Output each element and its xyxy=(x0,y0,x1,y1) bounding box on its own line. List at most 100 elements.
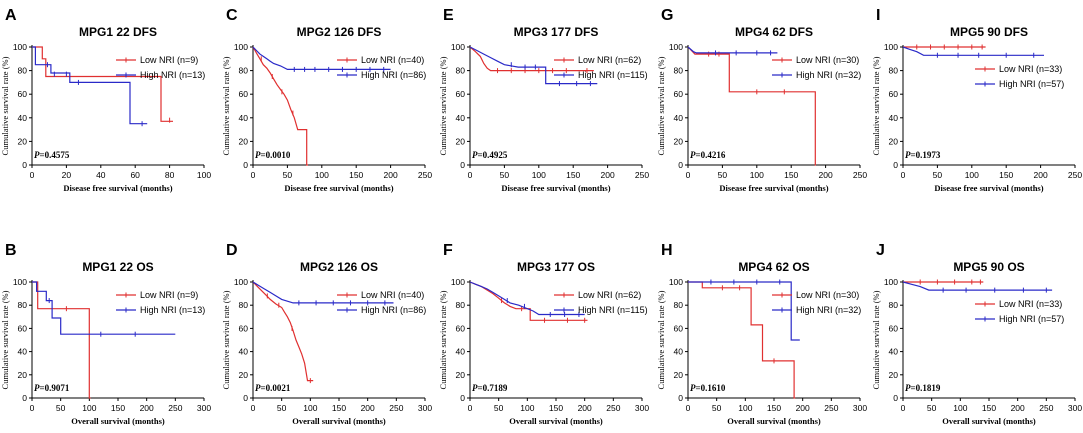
high-nri-survival-line xyxy=(902,281,1053,291)
p-value-label: P=0.4925 xyxy=(472,150,508,160)
high-nri-legend-label: High NRI (n=86) xyxy=(361,70,426,80)
x-axis-label: Overall survival (months) xyxy=(727,416,821,426)
high-nri-survival-line xyxy=(469,281,585,316)
p-symbol: P xyxy=(690,150,696,160)
y-tick-label: 80 xyxy=(18,66,28,76)
low-nri-survival-line xyxy=(32,281,91,399)
p-value-label: P=0.9071 xyxy=(34,383,70,393)
high-nri-legend-label: High NRI (n=115) xyxy=(578,70,648,80)
panel-letter: H xyxy=(661,242,673,259)
high-nri-legend-label: High NRI (n=32) xyxy=(796,70,861,80)
y-tick-label: 80 xyxy=(674,66,684,76)
p-value: =0.1610 xyxy=(696,383,726,393)
low-nri-survival-line xyxy=(688,281,796,399)
p-value-label: P=0.7189 xyxy=(472,383,508,393)
high-nri-legend-label: High NRI (n=13) xyxy=(140,305,205,315)
x-tick-label: 200 xyxy=(140,403,154,413)
y-tick-label: 80 xyxy=(456,66,466,76)
y-tick-label: 20 xyxy=(239,136,249,146)
y-tick-label: 80 xyxy=(674,300,684,310)
p-value-label: P=0.4575 xyxy=(34,150,70,160)
x-tick-label: 50 xyxy=(933,170,943,180)
y-tick-label: 80 xyxy=(239,66,249,76)
high-nri-legend-label: High NRI (n=13) xyxy=(140,70,205,80)
y-tick-label: 20 xyxy=(674,370,684,380)
panel-letter: C xyxy=(226,7,238,24)
p-symbol: P xyxy=(472,150,478,160)
high-nri-legend-label: High NRI (n=32) xyxy=(796,305,861,315)
high-nri-legend-label: High NRI (n=115) xyxy=(578,305,648,315)
p-value: =0.0021 xyxy=(261,383,291,393)
y-tick-label: 100 xyxy=(669,42,683,52)
low-nri-legend-label: Low NRI (n=62) xyxy=(578,55,641,65)
low-nri-legend-label: Low NRI (n=9) xyxy=(140,290,198,300)
km-panel-d: D MPG2 126 OS 0 20 40 60 80 100 0 50 100 150 200 250 3… xyxy=(221,242,432,426)
panel-letter: E xyxy=(443,7,454,24)
low-nri-legend-label: Low NRI (n=40) xyxy=(361,55,424,65)
y-tick-label: 40 xyxy=(18,347,28,357)
y-tick-label: 20 xyxy=(889,136,899,146)
x-axis-label: Disease free survival (months) xyxy=(63,183,172,193)
p-symbol: P xyxy=(34,383,40,393)
km-panel-j: J MPG5 90 OS 0 20 40 60 80 100 0 50 100 150 200 250 30… xyxy=(871,242,1082,426)
x-tick-label: 100 xyxy=(315,170,329,180)
p-value: =0.4216 xyxy=(696,150,726,160)
x-tick-label: 100 xyxy=(750,170,764,180)
x-tick-label: 100 xyxy=(303,403,317,413)
y-tick-label: 40 xyxy=(674,113,684,123)
y-tick-label: 0 xyxy=(678,393,683,403)
p-symbol: P xyxy=(34,150,40,160)
x-tick-label: 300 xyxy=(1068,403,1082,413)
x-tick-label: 200 xyxy=(578,403,592,413)
low-nri-legend-label: Low NRI (n=33) xyxy=(999,299,1062,309)
km-panel-e: E MPG3 177 DFS 0 20 40 60 80 100 0 50 100 150 200 250… xyxy=(438,7,649,193)
y-tick-label: 60 xyxy=(674,323,684,333)
p-symbol: P xyxy=(905,150,911,160)
panel-letter: J xyxy=(876,242,885,259)
y-tick-label: 20 xyxy=(456,370,466,380)
y-tick-label: 100 xyxy=(451,42,465,52)
panel-title: MPG2 126 OS xyxy=(300,260,378,274)
x-tick-label: 50 xyxy=(712,403,722,413)
p-value-label: P=0.0021 xyxy=(255,383,291,393)
x-tick-label: 50 xyxy=(277,403,287,413)
x-tick-label: 50 xyxy=(494,403,504,413)
high-nri-survival-line xyxy=(252,46,391,71)
y-tick-label: 0 xyxy=(243,160,248,170)
y-tick-label: 80 xyxy=(889,66,899,76)
panel-title: MPG4 62 DFS xyxy=(735,25,813,39)
x-tick-label: 250 xyxy=(606,403,620,413)
high-nri-survival-line xyxy=(688,281,800,341)
y-tick-label: 20 xyxy=(18,136,28,146)
x-tick-label: 150 xyxy=(349,170,363,180)
x-axis-label: Overall survival (months) xyxy=(292,416,386,426)
x-tick-label: 0 xyxy=(30,170,35,180)
panel-title: MPG4 62 OS xyxy=(738,260,809,274)
x-tick-label: 250 xyxy=(1068,170,1082,180)
p-symbol: P xyxy=(905,383,911,393)
x-tick-label: 100 xyxy=(197,170,211,180)
x-tick-label: 50 xyxy=(500,170,510,180)
y-axis-label: Cumulative survival rate (%) xyxy=(0,290,10,389)
x-tick-label: 250 xyxy=(853,170,867,180)
x-tick-label: 50 xyxy=(283,170,293,180)
km-panel-a: A MPG1 22 DFS 0 20 40 60 80 100 0 20 40 60 80 100 Dise… xyxy=(0,7,211,193)
x-tick-label: 200 xyxy=(819,170,833,180)
y-tick-label: 40 xyxy=(456,113,466,123)
y-tick-label: 0 xyxy=(460,160,465,170)
y-tick-label: 100 xyxy=(669,277,683,287)
x-tick-label: 100 xyxy=(965,170,979,180)
x-tick-label: 0 xyxy=(468,170,473,180)
p-value: =0.7189 xyxy=(478,383,508,393)
y-axis-label: Cumulative survival rate (%) xyxy=(221,56,231,155)
x-tick-label: 40 xyxy=(96,170,106,180)
y-tick-label: 100 xyxy=(234,42,248,52)
x-tick-label: 150 xyxy=(999,170,1013,180)
x-axis-label: Disease free survival (months) xyxy=(284,183,393,193)
low-nri-legend-label: Low NRI (n=40) xyxy=(361,290,424,300)
y-tick-label: 100 xyxy=(13,42,27,52)
low-nri-survival-line xyxy=(252,281,314,382)
panel-title: MPG2 126 DFS xyxy=(297,25,382,39)
km-panel-b: B MPG1 22 OS 0 20 40 60 80 100 0 50 100 150 200 250 30… xyxy=(0,242,211,426)
high-nri-legend-label: High NRI (n=86) xyxy=(361,305,426,315)
